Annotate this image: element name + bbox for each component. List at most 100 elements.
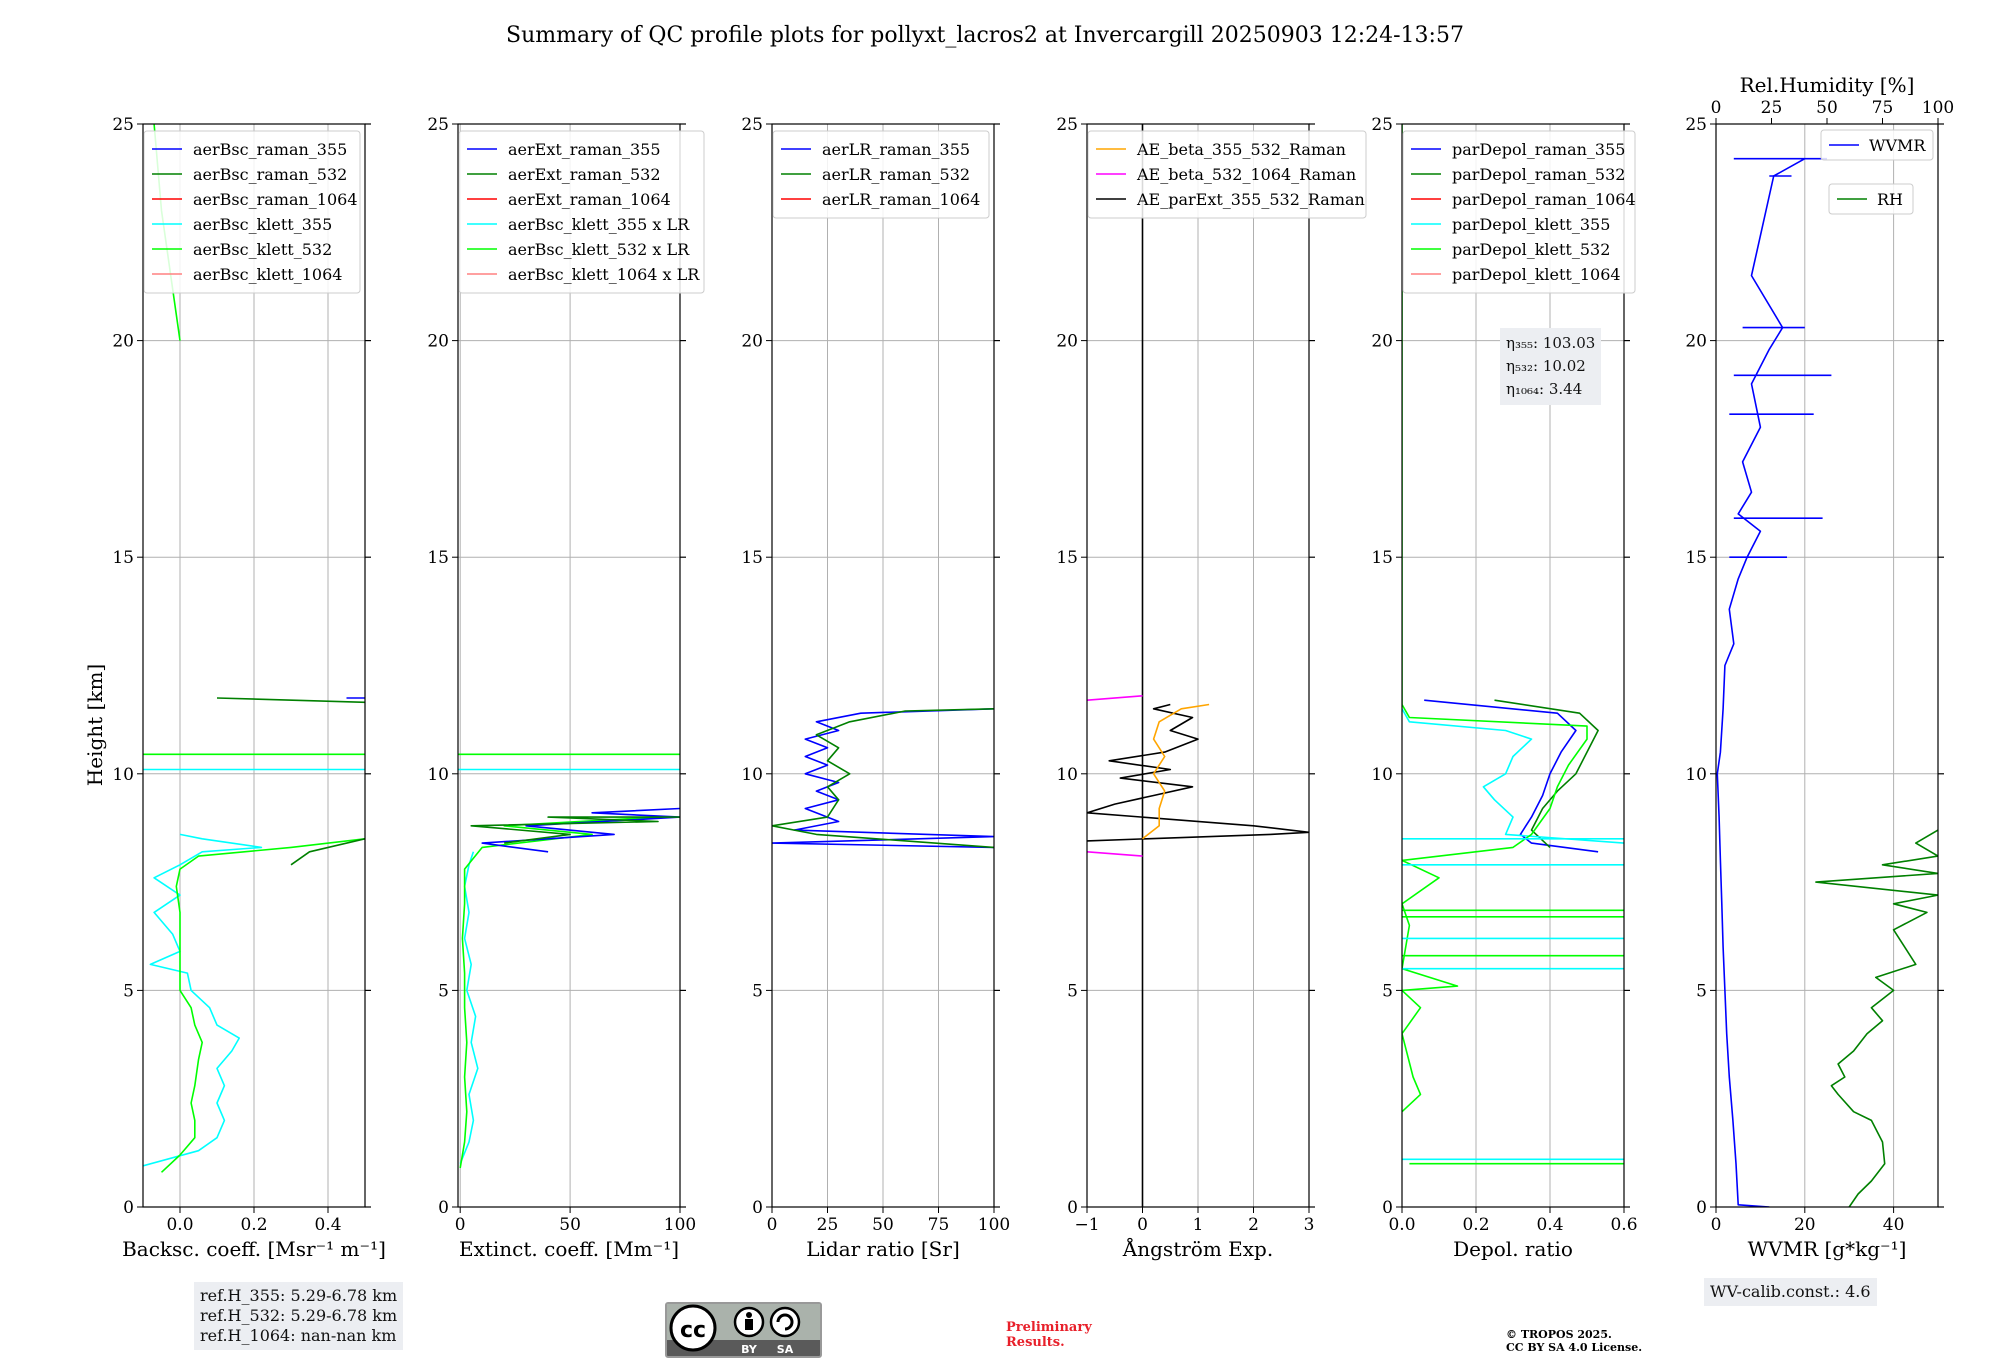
cc-license-icon: cc BY SA bbox=[667, 1304, 820, 1356]
x-tick-label: 75 bbox=[928, 1215, 950, 1235]
y-tick-label: 5 bbox=[1067, 981, 1078, 1001]
y-tick-label: 10 bbox=[1056, 765, 1078, 785]
legend-label: AE_parExt_355_532_Raman bbox=[1136, 190, 1365, 209]
top-x-tick-label: 100 bbox=[1922, 98, 1954, 118]
legend-label: aerLR_raman_355 bbox=[822, 140, 970, 159]
y-tick-label: 5 bbox=[123, 981, 134, 1001]
x-tick-label: 2 bbox=[1248, 1215, 1259, 1235]
y-tick-label: 10 bbox=[1371, 765, 1393, 785]
y-tick-label: 25 bbox=[1685, 115, 1707, 135]
legend-box bbox=[1820, 129, 1934, 161]
x-tick-label: 50 bbox=[872, 1215, 894, 1235]
x-tick-label: 0.4 bbox=[314, 1215, 341, 1235]
x-tick-label: 0.0 bbox=[1388, 1215, 1415, 1235]
legend-label: aerBsc_klett_532 x LR bbox=[508, 240, 690, 259]
series-aerBsc_raman_532 bbox=[290, 838, 365, 866]
legend-label: RH bbox=[1877, 190, 1903, 209]
y-tick-label: 5 bbox=[1696, 981, 1707, 1001]
series-group bbox=[143, 124, 365, 1173]
x-tick-label: 0.2 bbox=[1462, 1215, 1489, 1235]
series-AE_beta_355_532_Raman bbox=[1142, 703, 1210, 840]
ref-height-532: ref.H_532: 5.29-6.78 km bbox=[200, 1306, 398, 1325]
legend-box bbox=[772, 130, 990, 219]
preliminary-line-2: Results. bbox=[1006, 1335, 1065, 1350]
y-tick-label: 15 bbox=[1371, 548, 1393, 568]
series-parDepol_klett_532 bbox=[1402, 124, 1588, 1113]
legend-label: aerBsc_klett_1064 bbox=[193, 265, 342, 284]
ref-height-box: ref.H_355: 5.29-6.78 km ref.H_532: 5.29-… bbox=[194, 1282, 404, 1350]
legend-label: parDepol_klett_355 bbox=[1452, 215, 1610, 234]
legend-label: parDepol_klett_1064 bbox=[1452, 265, 1621, 284]
legend-label: aerBsc_raman_532 bbox=[193, 165, 347, 184]
ref-height-1064: ref.H_1064: nan-nan km bbox=[200, 1326, 397, 1345]
legend-label: WVMR bbox=[1869, 136, 1926, 155]
series-AE_beta_532_1064_Raman_high bbox=[1087, 695, 1143, 701]
x-tick-label: 100 bbox=[978, 1215, 1010, 1235]
eta-355: η₃₅₅: 103.03 bbox=[1506, 334, 1596, 352]
x-axis-label: Backsc. coeff. [Msr⁻¹ m⁻¹] bbox=[122, 1237, 386, 1261]
cc-logo-text: cc bbox=[680, 1318, 706, 1343]
series-klett355xLR bbox=[459, 851, 479, 1165]
x-tick-label: 100 bbox=[664, 1215, 696, 1235]
series-aerBsc_raman_532_upper bbox=[216, 697, 365, 704]
top-x-tick-label: 25 bbox=[1761, 98, 1783, 118]
y-tick-label: 20 bbox=[1685, 332, 1707, 352]
series-aerLR_raman_355 bbox=[772, 708, 994, 849]
eta-1064: η₁₀₆₄: 3.44 bbox=[1506, 380, 1583, 398]
cc-by-text: BY bbox=[741, 1343, 758, 1356]
copyright-line-1: © TROPOS 2025. bbox=[1506, 1328, 1612, 1341]
top-x-tick-label: 0 bbox=[1711, 98, 1722, 118]
axes-frame bbox=[457, 123, 681, 1208]
cc-license-badge: cc BY SA bbox=[665, 1302, 822, 1358]
y-tick-label: 0 bbox=[438, 1198, 449, 1218]
top-x-tick-label: 75 bbox=[1872, 98, 1894, 118]
x-axis-label: Ångström Exp. bbox=[1122, 1236, 1273, 1261]
x-tick-label: 0.0 bbox=[166, 1215, 193, 1235]
y-tick-label: 10 bbox=[1685, 765, 1707, 785]
legend-label: aerBsc_klett_355 x LR bbox=[508, 215, 690, 234]
copyright-line-2: CC BY SA 4.0 License. bbox=[1506, 1341, 1643, 1354]
x-tick-label: 20 bbox=[1794, 1215, 1816, 1235]
series-aerExt_raman_532 bbox=[470, 816, 680, 844]
panel-depol: 0.0 0.2 0.4 0.6 0 5 10 15 20 25 Depol. ratio parDep… bbox=[1371, 115, 1637, 1261]
y-tick-label: 15 bbox=[1056, 548, 1078, 568]
legend-label: parDepol_raman_1064 bbox=[1452, 190, 1636, 209]
series-RH bbox=[1815, 829, 1938, 1207]
series-aerLR_raman_532 bbox=[772, 708, 994, 849]
x-tick-label: −1 bbox=[1074, 1215, 1099, 1235]
y-tick-label: 25 bbox=[427, 115, 449, 135]
y-tick-label: 5 bbox=[752, 981, 763, 1001]
y-tick-label: 20 bbox=[112, 332, 134, 352]
axes-frame bbox=[1715, 123, 1939, 1208]
legend-box bbox=[143, 130, 361, 294]
y-tick-label: 20 bbox=[427, 332, 449, 352]
x-tick-label: 0.4 bbox=[1536, 1215, 1563, 1235]
legend-label: AE_beta_532_1064_Raman bbox=[1136, 165, 1356, 184]
preliminary-line-1: Preliminary bbox=[1006, 1320, 1092, 1335]
legend-label: aerBsc_klett_355 bbox=[193, 215, 332, 234]
eta-box: η₃₅₅: 103.03 η₅₃₂: 10.02 η₁₀₆₄: 3.44 bbox=[1500, 328, 1602, 405]
x-tick-label: 1 bbox=[1193, 1215, 1204, 1235]
y-tick-label: 0 bbox=[123, 1198, 134, 1218]
panel-extinction: 0 50 100 0 5 10 15 20 25 Extinct. coeff. [Mm⁻¹] ae… bbox=[427, 115, 705, 1261]
x-axis-label: Lidar ratio [Sr] bbox=[806, 1237, 960, 1261]
y-tick-label: 20 bbox=[741, 332, 763, 352]
figure-title: Summary of QC profile plots for pollyxt_… bbox=[506, 23, 1464, 48]
series-AE_parExt_355_532_Raman bbox=[1087, 703, 1309, 842]
legend-label: AE_beta_355_532_Raman bbox=[1136, 140, 1346, 159]
legend-label: aerExt_raman_532 bbox=[508, 165, 661, 184]
top-x-tick-label: 50 bbox=[1816, 98, 1838, 118]
copyright-note: © TROPOS 2025. CC BY SA 4.0 License. bbox=[1506, 1328, 1642, 1354]
legend-box bbox=[458, 130, 705, 294]
x-axis-label: Depol. ratio bbox=[1453, 1237, 1573, 1261]
y-tick-label: 10 bbox=[112, 765, 134, 785]
legend-label: parDepol_klett_532 bbox=[1452, 240, 1610, 259]
series-group bbox=[1716, 157, 1938, 1207]
legend-label: aerBsc_klett_532 bbox=[193, 240, 332, 259]
y-tick-label: 25 bbox=[1371, 115, 1393, 135]
y-tick-label: 5 bbox=[1382, 981, 1393, 1001]
x-tick-label: 40 bbox=[1883, 1215, 1905, 1235]
